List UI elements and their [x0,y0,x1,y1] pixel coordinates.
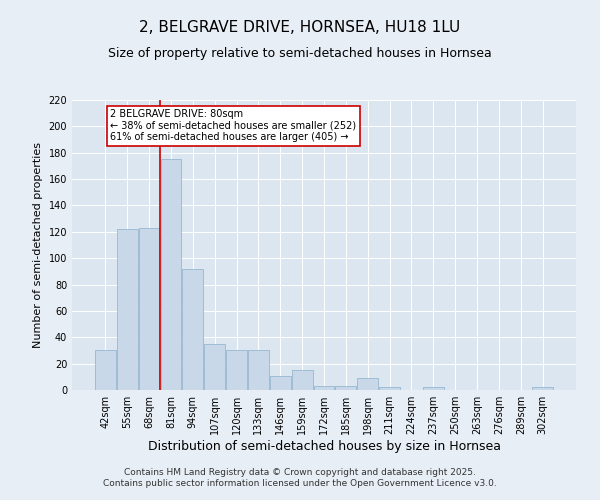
Text: 2, BELGRAVE DRIVE, HORNSEA, HU18 1LU: 2, BELGRAVE DRIVE, HORNSEA, HU18 1LU [139,20,461,35]
Bar [204,344,225,390]
X-axis label: Distribution of semi-detached houses by size in Hornsea: Distribution of semi-detached houses by … [148,440,500,453]
Bar [270,376,290,390]
Bar [379,388,400,390]
Bar [95,350,116,390]
Bar [182,268,203,390]
Text: Contains HM Land Registry data © Crown copyright and database right 2025.
Contai: Contains HM Land Registry data © Crown c… [103,468,497,487]
Bar [532,388,553,390]
Bar [248,350,269,390]
Bar [292,370,313,390]
Bar [139,228,160,390]
Bar [314,386,334,390]
Bar [423,388,444,390]
Text: 2 BELGRAVE DRIVE: 80sqm
← 38% of semi-detached houses are smaller (252)
61% of s: 2 BELGRAVE DRIVE: 80sqm ← 38% of semi-de… [110,109,356,142]
Text: Size of property relative to semi-detached houses in Hornsea: Size of property relative to semi-detach… [108,48,492,60]
Bar [335,386,356,390]
Bar [226,350,247,390]
Y-axis label: Number of semi-detached properties: Number of semi-detached properties [33,142,43,348]
Bar [117,229,137,390]
Bar [161,160,181,390]
Bar [358,378,378,390]
